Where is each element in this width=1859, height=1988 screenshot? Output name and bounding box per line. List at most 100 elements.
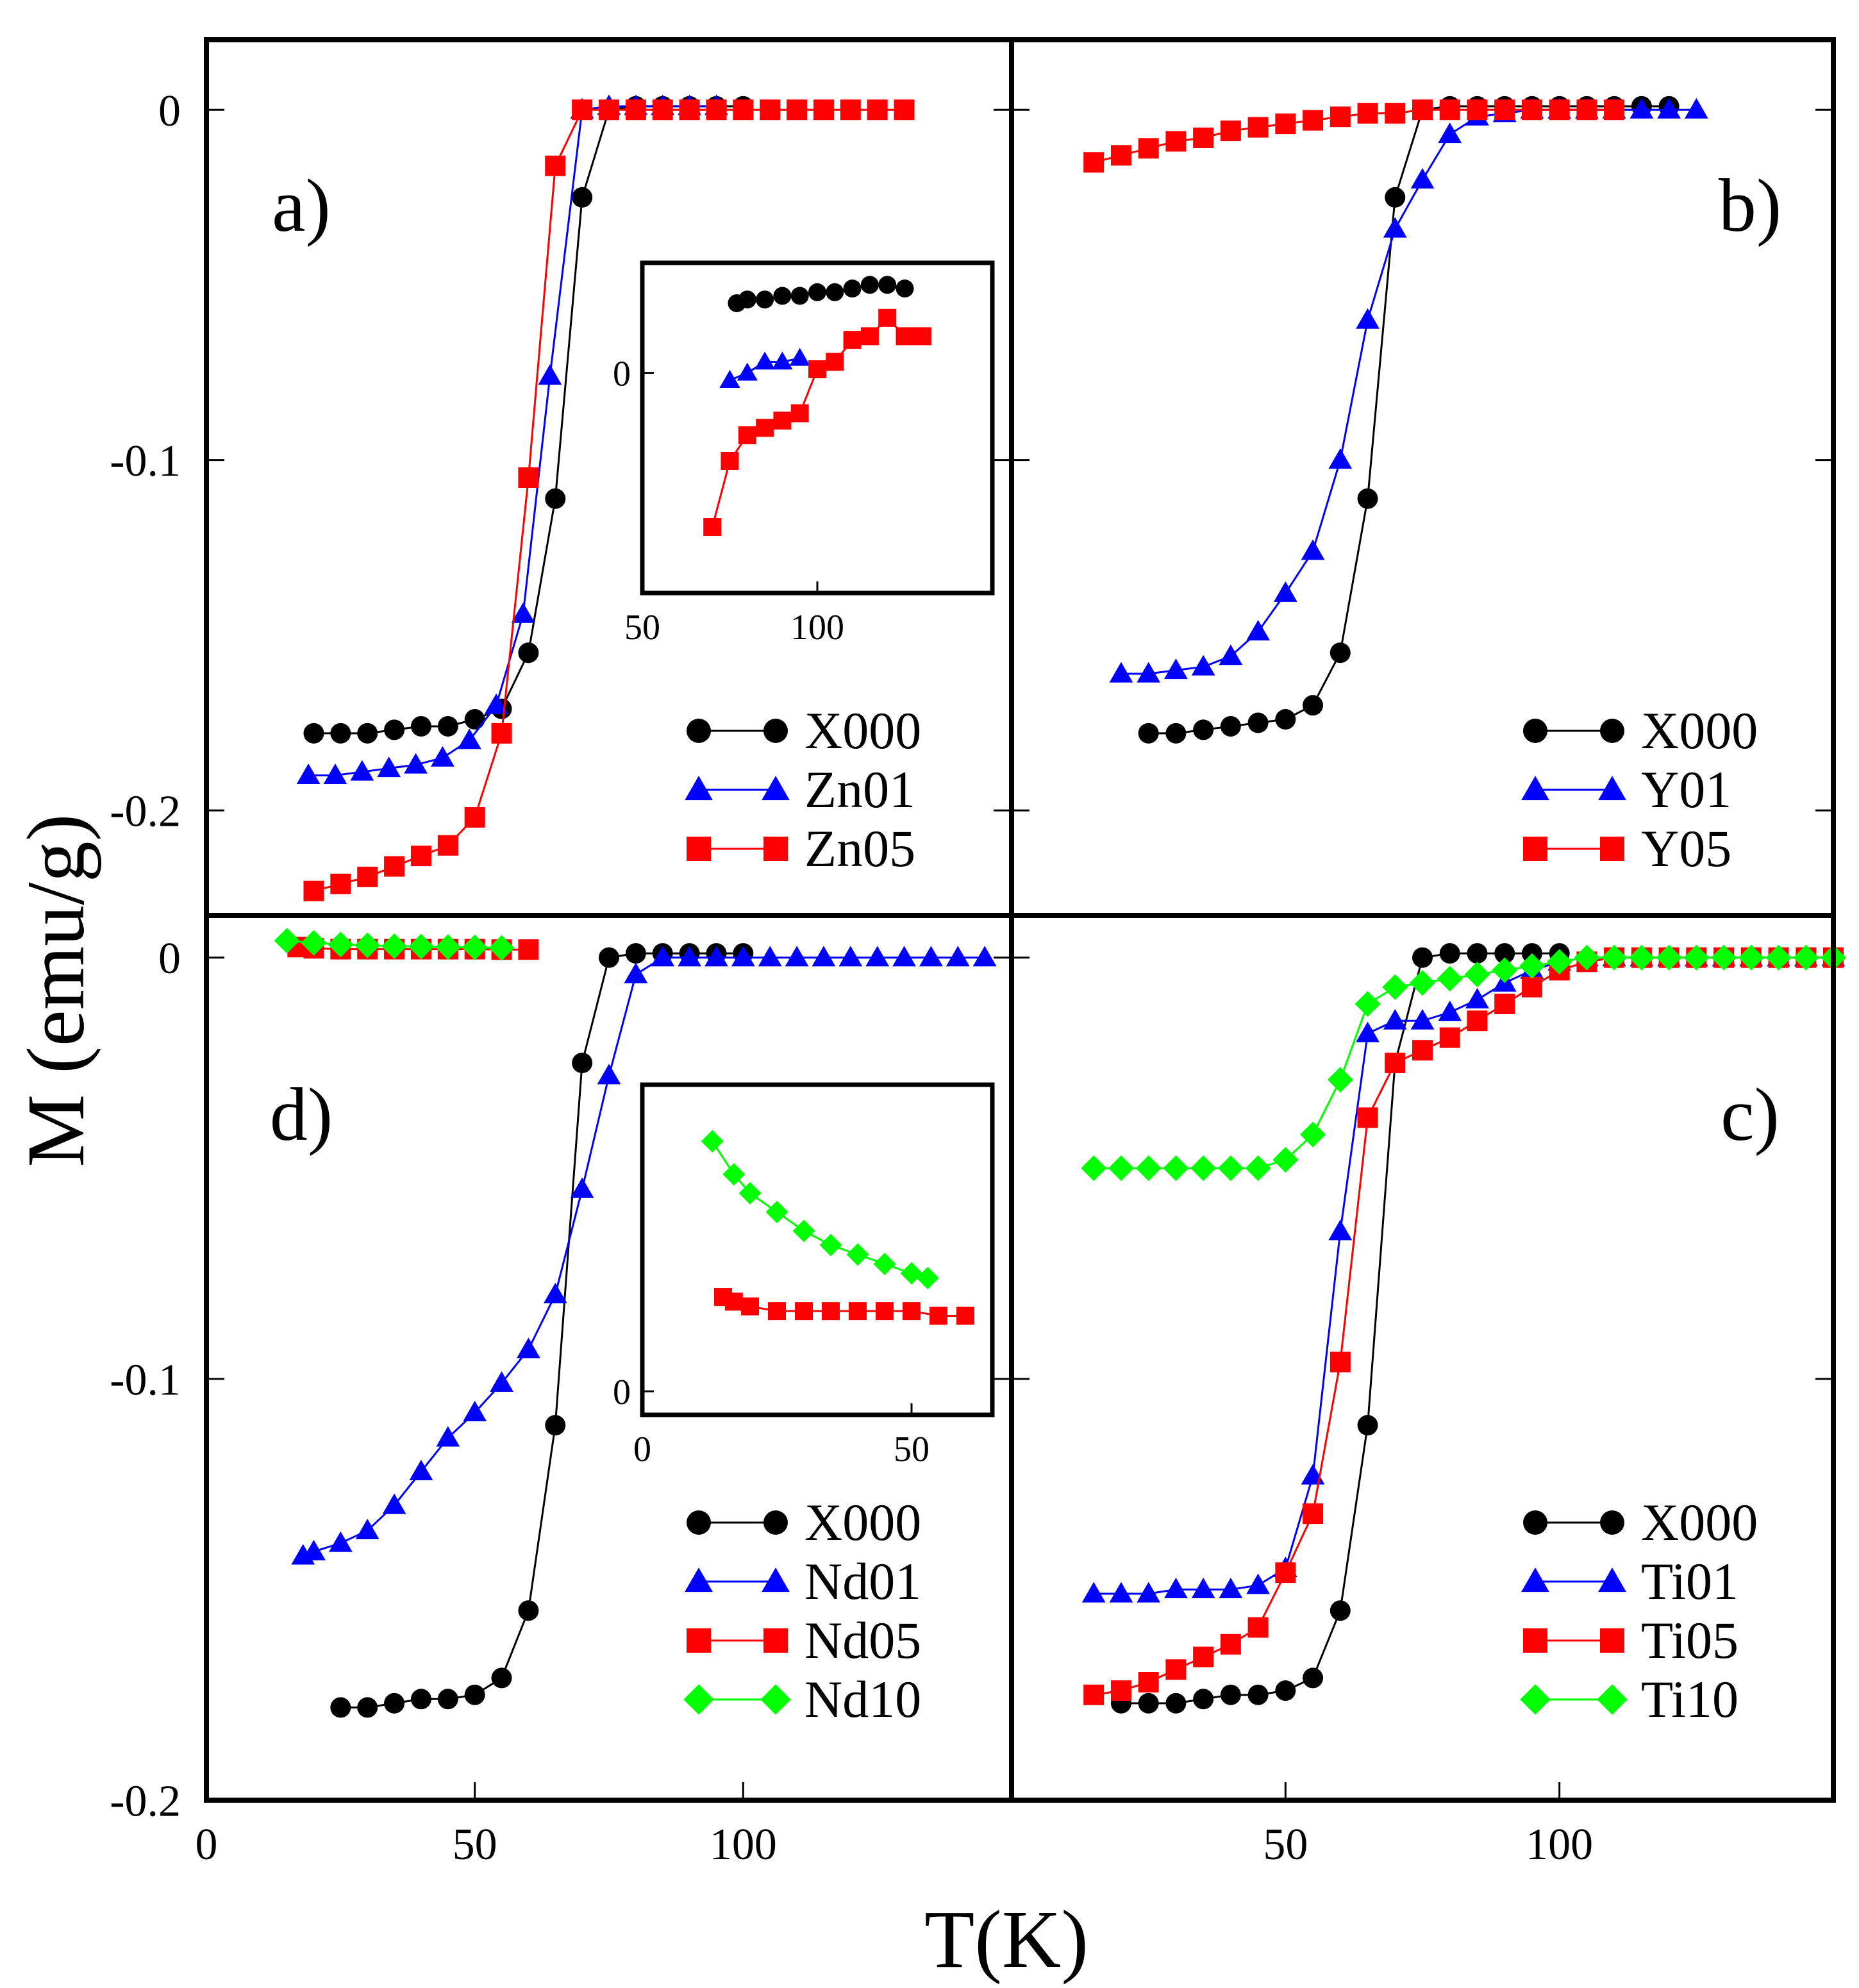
data-point (572, 1053, 593, 1073)
data-point (1301, 539, 1325, 560)
x-tick-label: 100 (790, 608, 844, 647)
panel-label: a) (272, 163, 331, 247)
data-point (1303, 110, 1324, 131)
data-point (1385, 1053, 1406, 1073)
data-point (1081, 1582, 1106, 1603)
data-point (1110, 1680, 1131, 1701)
data-point (860, 327, 879, 346)
series-X000 (1138, 96, 1680, 744)
data-point (484, 693, 508, 714)
data-point (1109, 662, 1133, 683)
data-point (1300, 1121, 1326, 1148)
y-tick-label: 0 (613, 1373, 631, 1412)
data-point (678, 946, 701, 967)
data-point (758, 946, 782, 967)
data-point (1138, 1692, 1159, 1714)
series-Zn05 (703, 308, 931, 536)
data-point (1108, 1155, 1134, 1182)
legend-marker (1520, 1684, 1551, 1715)
data-point (892, 946, 916, 967)
series-line (1121, 108, 1697, 675)
series-Y05 (1083, 99, 1625, 173)
data-point (437, 1689, 458, 1710)
data-point (410, 1689, 431, 1710)
series-Y01 (1109, 97, 1708, 683)
data-point (1246, 1573, 1270, 1594)
data-point (819, 1233, 842, 1257)
legend-marker (1523, 1510, 1547, 1535)
data-point (756, 290, 774, 309)
data-point (384, 1692, 405, 1714)
data-point (1521, 99, 1542, 121)
series-Nd05 (714, 1288, 974, 1325)
data-point (350, 760, 374, 781)
data-point (808, 283, 826, 301)
data-point (437, 715, 458, 737)
legend-marker (1523, 719, 1547, 743)
data-point (570, 1177, 594, 1198)
series-Nd01 (291, 946, 997, 1565)
data-point (1330, 1351, 1351, 1373)
x-tick-label: 50 (1263, 1820, 1308, 1869)
data-point (1327, 1067, 1353, 1093)
data-point (437, 835, 458, 856)
data-point (518, 1600, 539, 1621)
data-point (812, 946, 836, 967)
legend-label: Nd10 (804, 1670, 921, 1728)
y-tick-label: 0 (158, 934, 181, 983)
data-point (1137, 1582, 1161, 1603)
data-point (1385, 187, 1406, 208)
data-point (840, 99, 861, 121)
data-point (1083, 152, 1105, 173)
data-point (462, 934, 488, 960)
data-point (754, 351, 776, 370)
data-point (731, 946, 755, 967)
data-point (1630, 97, 1654, 119)
data-point (787, 99, 808, 121)
data-point (1275, 709, 1296, 730)
series-line (711, 1140, 928, 1280)
inset-background (642, 263, 992, 593)
series-Nd10 (274, 928, 515, 961)
data-point (1138, 723, 1159, 744)
data-point (1138, 1672, 1159, 1692)
data-point (1356, 1021, 1380, 1042)
series-line (1121, 952, 1560, 1705)
legend-entry: Nd05 (687, 1611, 921, 1669)
legend-entry: Ti10 (1520, 1670, 1738, 1728)
legend-entry: Ti05 (1523, 1611, 1738, 1669)
data-point (1275, 1562, 1296, 1583)
data-point (538, 364, 562, 385)
legend-label: Y01 (1641, 760, 1731, 819)
data-point (1546, 949, 1572, 975)
data-point (813, 99, 834, 121)
data-point (1576, 99, 1597, 121)
data-point (1247, 1684, 1269, 1705)
legend-marker (687, 1628, 711, 1653)
data-point (1357, 103, 1378, 124)
data-point (789, 347, 810, 366)
y-tick-label: -0.2 (110, 787, 181, 837)
series-Ti10 (1081, 944, 1846, 1182)
data-point (760, 99, 781, 121)
legend-marker (687, 719, 711, 743)
data-point (741, 1297, 759, 1316)
data-point (1467, 943, 1488, 964)
legend-marker (1600, 837, 1624, 861)
legend-label: Zn01 (804, 760, 915, 819)
data-point (1220, 1633, 1241, 1655)
data-point (1382, 974, 1408, 1000)
data-point (518, 939, 539, 960)
data-point (490, 1371, 513, 1392)
data-point (625, 943, 646, 964)
data-point (843, 280, 862, 298)
y-tick-label: -0.1 (110, 437, 181, 486)
data-point (491, 1667, 512, 1689)
data-point (946, 946, 970, 967)
data-point (1519, 953, 1545, 979)
data-point (599, 947, 619, 968)
x-tick-label: 0 (196, 1820, 218, 1869)
data-point (1220, 1684, 1241, 1705)
data-point (1328, 448, 1353, 469)
data-point (1494, 99, 1515, 121)
